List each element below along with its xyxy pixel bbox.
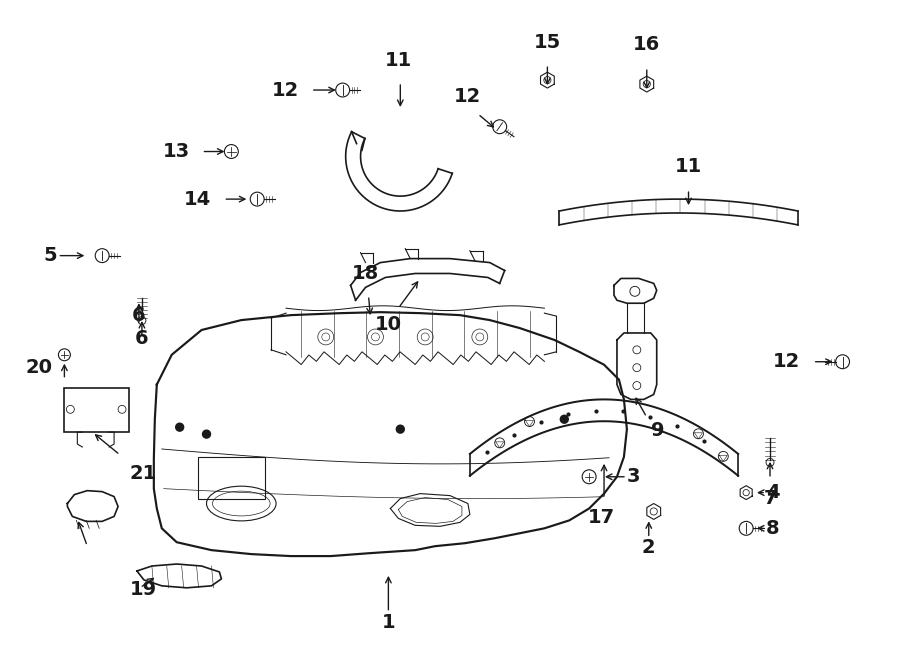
Text: 12: 12 [772,352,800,371]
Text: 3: 3 [627,467,641,486]
Text: 14: 14 [184,190,212,209]
Text: 15: 15 [534,33,561,52]
Text: 5: 5 [44,246,58,265]
Text: 17: 17 [588,508,615,527]
Text: 9: 9 [651,421,664,440]
Text: 12: 12 [454,87,482,106]
Text: 12: 12 [272,81,299,100]
Text: 19: 19 [130,580,158,600]
Text: 11: 11 [675,157,702,176]
Text: 2: 2 [642,538,655,557]
Text: 13: 13 [163,142,190,161]
Circle shape [561,415,568,423]
Circle shape [202,430,211,438]
Text: 8: 8 [766,519,779,538]
Text: 6: 6 [135,329,148,348]
Text: 7: 7 [763,488,777,508]
Text: 1: 1 [382,613,395,632]
Text: 21: 21 [130,464,158,483]
Text: 20: 20 [25,358,52,377]
Text: 11: 11 [384,51,412,70]
Text: 18: 18 [352,264,379,284]
Text: 4: 4 [766,483,779,502]
Text: 10: 10 [375,315,402,334]
Text: 6: 6 [132,306,146,325]
Circle shape [176,423,184,431]
Text: 16: 16 [634,35,661,54]
Circle shape [396,425,404,433]
